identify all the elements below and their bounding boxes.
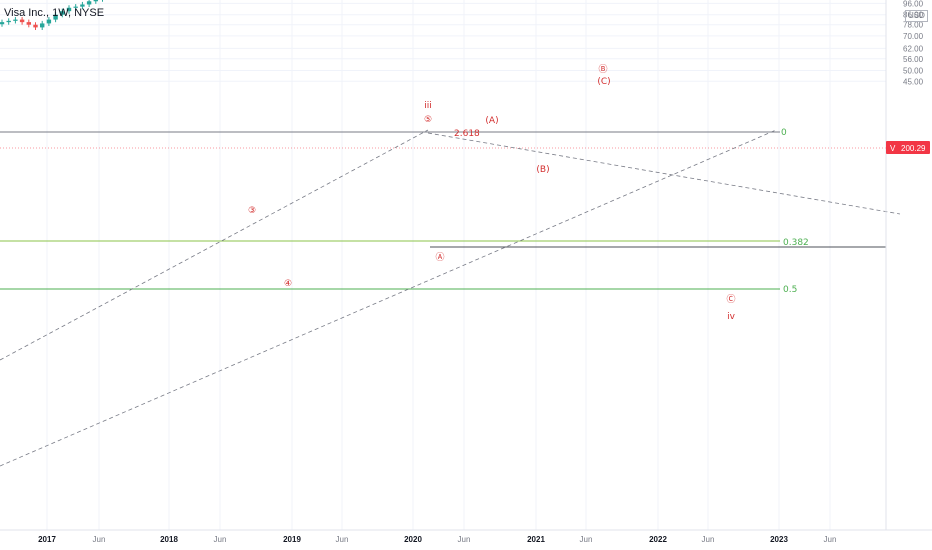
y-tick-label: 62.00 <box>903 44 924 53</box>
y-tick-label: 96.00 <box>903 0 924 8</box>
x-tick-label: Jun <box>214 535 227 544</box>
last-price-symbol: V <box>890 144 896 153</box>
chart-grid <box>0 0 886 530</box>
y-tick-label: 86.00 <box>903 11 924 20</box>
wave-label: (B) <box>536 165 549 175</box>
y-tick-label: 50.00 <box>903 66 924 75</box>
channel-upper <box>0 129 429 361</box>
y-tick-label: 56.00 <box>903 55 924 64</box>
channel-lower <box>0 129 777 467</box>
candle-body <box>19 19 25 23</box>
candle-body <box>40 23 45 28</box>
candle-body <box>53 14 58 20</box>
wave-label: iii <box>424 101 432 111</box>
candle-body <box>73 6 78 8</box>
x-tick-label: 2017 <box>38 535 56 544</box>
wave-label: ④ <box>284 279 292 289</box>
candle-body <box>93 0 98 2</box>
wave-label: ⑤ <box>424 115 432 125</box>
chart-title: Visa Inc., 1W, NYSE <box>4 7 105 19</box>
x-tick-label: Jun <box>336 535 349 544</box>
currency-badge[interactable]: USD <box>905 10 928 22</box>
wave-label: Ⓐ <box>435 252 444 263</box>
wave-label: (C) <box>597 77 610 87</box>
y-tick-label: 78.00 <box>903 21 924 30</box>
candle-body <box>86 1 92 5</box>
last-price-tag <box>886 141 930 154</box>
candle-body <box>66 7 72 12</box>
y-tick-label: 70.00 <box>903 32 924 41</box>
x-tick-label: Jun <box>580 535 593 544</box>
candle-body <box>46 19 52 24</box>
wave-label: Ⓒ <box>726 294 735 305</box>
x-tick-label: 2023 <box>770 535 788 544</box>
x-tick-label: Jun <box>702 535 715 544</box>
x-tick-label: 2022 <box>649 535 667 544</box>
wave-b-line <box>427 132 901 215</box>
wave-label: Ⓑ <box>598 64 607 75</box>
x-tick-label: 2018 <box>160 535 178 544</box>
wave-label: iv <box>727 312 736 322</box>
trend-lines <box>0 129 901 467</box>
candles <box>0 0 103 31</box>
wave-label: ③ <box>248 206 256 216</box>
x-tick-label: 2020 <box>404 535 422 544</box>
last-price-value: 200.29 <box>901 144 926 153</box>
x-tick-label: 2019 <box>283 535 301 544</box>
candle-body <box>0 22 5 25</box>
fib-label: 0.5 <box>783 285 797 295</box>
fib-label: 0.382 <box>783 238 809 248</box>
y-tick-label: 45.00 <box>903 77 924 86</box>
candle-body <box>60 11 65 15</box>
x-tick-label: 2021 <box>527 535 545 544</box>
candle-body <box>26 22 31 25</box>
candle-body <box>80 4 85 7</box>
wave-annotations: iii ⑤ 2.618 (A) Ⓑ (C) ③ ④ Ⓐ (B) Ⓒiv 0 0.382 0.5 <box>248 64 809 322</box>
candle-body <box>13 19 18 21</box>
wave-label: (A) <box>485 116 498 126</box>
fib-label: 0 <box>781 128 787 138</box>
candle-body <box>33 24 38 28</box>
candle-body <box>6 20 11 23</box>
x-tick-label: Jun <box>458 535 471 544</box>
x-tick-label: Jun <box>93 535 106 544</box>
wave-label: 2.618 <box>454 129 480 139</box>
x-tick-label: Jun <box>824 535 837 544</box>
